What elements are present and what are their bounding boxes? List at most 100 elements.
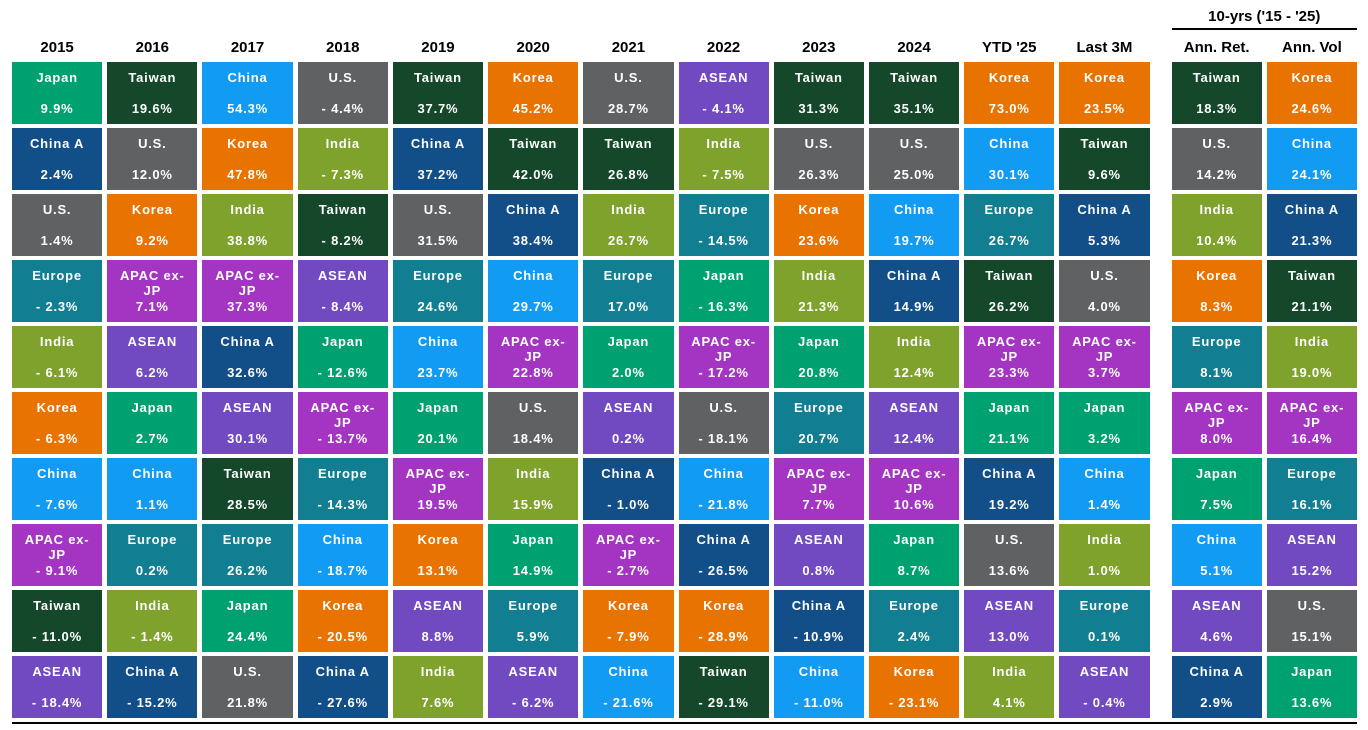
cell-region-label: India [801,268,836,283]
cell-region-label: Korea [798,202,840,217]
cell-region-label: U.S. [1090,268,1119,283]
cell-value: 35.1% [893,101,935,116]
cell-region-label: U.S. [709,400,738,415]
cell-ytd-25-apac-ex-jp: APAC ex-JP 23.3% [964,326,1055,388]
cell-region-label: India [39,334,75,349]
cell-2024-europe: Europe 2.4% [868,590,960,652]
cell-region-label: China [1084,466,1125,481]
cell-value: - 0.4% [1083,695,1126,710]
cell-2020-korea: Korea 45.2% [488,62,579,124]
cell-region-label: Taiwan [890,70,938,85]
cell-2015-u-s: U.S. 1.4% [12,194,103,256]
cell-value: 25.0% [893,167,935,182]
cell-region-label: ASEAN [222,400,273,415]
cell-ann-vol-asean: ASEAN 15.2% [1266,524,1357,586]
cell-region-label: China A [1077,202,1132,217]
cell-value: 21.8% [227,695,268,710]
cell-value: - 21.8% [698,497,749,512]
column-header-2023: 2023 [802,39,836,56]
cell-region-label: Korea [607,598,649,613]
cell-value: - 10.9% [793,629,845,644]
cell-value: 2.9% [1200,695,1234,710]
column-header-last-3m: Last 3M [1076,39,1133,56]
cell-value: 47.8% [227,167,268,182]
cell-value: - 4.1% [702,101,745,116]
cell-value: - 7.6% [35,497,79,512]
cell-value: 4.0% [1088,299,1121,314]
cell-region-label: India [611,202,646,217]
cell-2022-china-a: China A - 26.5% [678,524,769,586]
cell-2020-apac-ex-jp: APAC ex-JP 22.8% [488,326,579,388]
cell-region-label: Taiwan [414,70,462,85]
cell-last-3m-india: India 1.0% [1059,524,1150,586]
cell-region-label: U.S. [899,136,929,151]
cell-value: 0.8% [802,563,836,578]
cell-2024-china-a: China A 14.9% [868,260,960,322]
cell-2018-u-s: U.S. - 4.4% [297,62,388,124]
cell-value: - 6.3% [35,431,79,446]
cell-region-label: Korea [988,70,1030,85]
cell-region-label: APAC ex-JP [1072,334,1137,364]
cell-2016-asean: ASEAN 6.2% [107,326,198,388]
cell-region-label: Korea [1084,70,1125,85]
cell-value: 21.1% [988,431,1030,446]
cell-value: - 14.3% [317,497,368,512]
cell-2017-asean: ASEAN 30.1% [202,392,293,454]
cell-region-label: ASEAN [889,400,939,415]
cell-value: 2.7% [135,431,169,446]
cell-region-label: U.S. [42,202,72,217]
cell-value: 28.7% [607,101,649,116]
cell-value: - 2.3% [35,299,79,314]
cell-region-label: APAC ex-JP [405,466,471,496]
cell-region-label: China [417,334,459,349]
cell-region-label: APAC ex-JP [215,268,280,298]
cell-region-label: Europe [1287,466,1337,481]
cell-value: 2.4% [897,629,931,644]
cell-region-label: Japan [1083,400,1126,415]
cell-2023-india: India 21.3% [773,260,864,322]
cell-value: 26.8% [607,167,649,182]
cell-2016-korea: Korea 9.2% [107,194,198,256]
cell-2023-apac-ex-jp: APAC ex-JP 7.7% [773,458,864,520]
cell-ytd-25-taiwan: Taiwan 26.2% [964,260,1055,322]
cell-value: - 11.0% [793,695,844,710]
cell-2017-taiwan: Taiwan 28.5% [202,458,293,520]
cell-value: - 8.2% [321,233,364,248]
cell-region-label: Taiwan [794,70,843,85]
cell-region-label: Korea [512,70,554,85]
cell-ann-vol-europe: Europe 16.1% [1266,458,1357,520]
cell-value: - 18.1% [698,431,749,446]
cell-region-label: India [1199,202,1234,217]
cell-2016-europe: Europe 0.2% [107,524,198,586]
cell-region-label: APAC ex-JP [500,334,566,364]
column-header-2017: 2017 [230,39,265,56]
cell-value: - 1.0% [607,497,650,512]
cell-region-label: India [230,202,265,217]
cell-region-label: Europe [32,268,82,283]
cell-value: 19.7% [893,233,935,248]
cell-region-label: Europe [317,466,368,481]
cell-region-label: India [135,598,170,613]
cell-2024-india: India 12.4% [868,326,960,388]
cell-value: - 2.7% [607,563,650,578]
cell-region-label: India [420,664,456,679]
cell-value: 31.5% [417,233,459,248]
bottom-rule [12,722,1357,724]
cell-ann-ret-u-s: U.S. 14.2% [1171,128,1262,190]
cell-region-label: China A [1189,664,1244,679]
cell-region-label: China [608,664,649,679]
cell-value: 5.1% [1200,563,1234,578]
cell-region-label: Japan [512,532,554,547]
cell-2021-europe: Europe 17.0% [583,260,674,322]
cell-2017-india: India 38.8% [202,194,293,256]
cell-value: - 14.5% [698,233,749,248]
cell-value: 9.9% [40,101,74,116]
cell-2021-u-s: U.S. 28.7% [583,62,674,124]
cell-last-3m-apac-ex-jp: APAC ex-JP 3.7% [1059,326,1150,388]
cell-2015-china-a: China A 2.4% [12,128,103,190]
cell-value: 28.5% [227,497,268,512]
cell-2017-china: China 54.3% [202,62,293,124]
cell-value: - 16.3% [698,299,749,314]
cell-value: 19.5% [417,497,459,512]
cell-2015-india: India - 6.1% [12,326,103,388]
